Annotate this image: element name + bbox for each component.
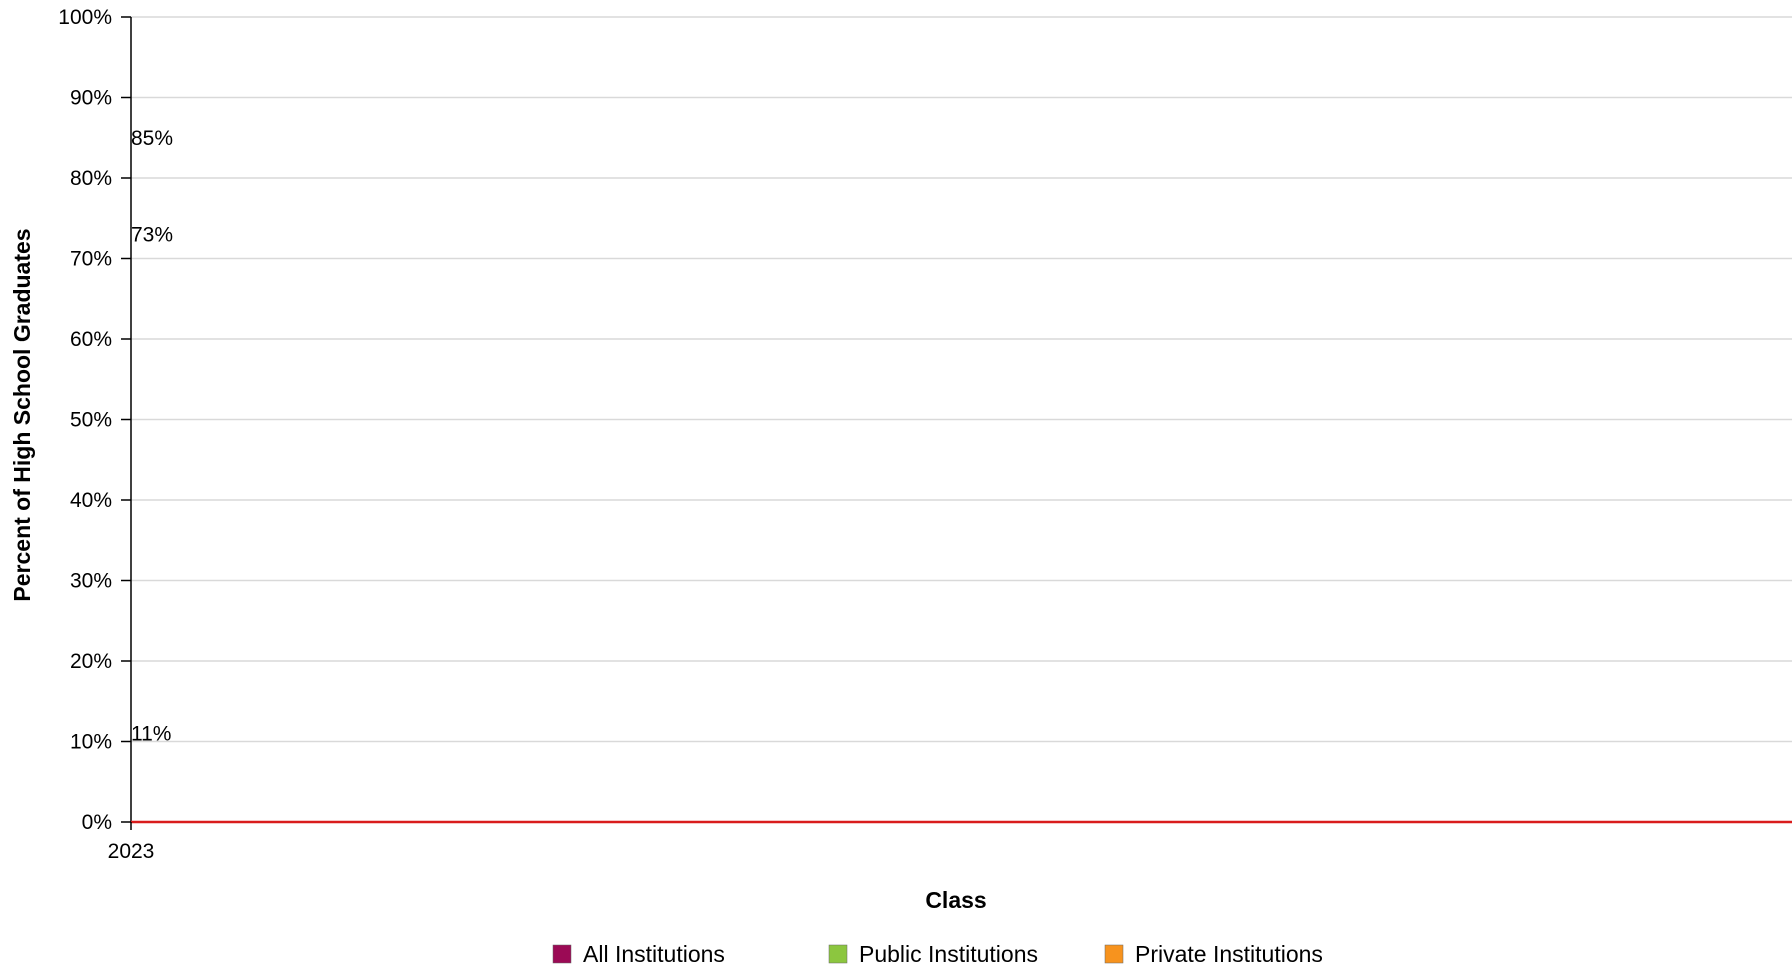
legend-item[interactable]: Private Institutions [1104, 941, 1323, 967]
axes: 0% 10% 20% 30% 40% 50% 60% 70% 80% 90% 100% [58, 6, 1792, 834]
y-tick-label: 100% [58, 6, 112, 29]
legend-swatch [1104, 944, 1124, 964]
y-tick-label: 90% [70, 87, 112, 110]
data-label: 73% [131, 223, 173, 246]
legend-swatch [552, 944, 572, 964]
x-tick-label: 2023 [108, 840, 155, 863]
grid-lines [131, 16, 1792, 743]
legend-swatch [828, 944, 848, 964]
legend: All Institutions Public Institutions Priva… [552, 941, 1323, 967]
legend-item[interactable]: Public Institutions [828, 941, 1038, 967]
y-tick-label: 60% [70, 328, 112, 351]
y-tick-label: 70% [70, 248, 112, 271]
data-label: 11% [131, 722, 171, 745]
x-axis-ticks: 2023 [108, 822, 155, 863]
legend-label: All Institutions [583, 941, 725, 967]
y-tick-label: 30% [70, 570, 112, 593]
y-tick-label: 20% [70, 650, 112, 673]
data-labels: 85% 73% 11% [131, 127, 173, 746]
legend-label: Public Institutions [859, 941, 1038, 967]
y-tick-label: 40% [70, 489, 112, 512]
data-label: 85% [131, 127, 173, 150]
y-tick-label: 10% [70, 731, 112, 754]
y-axis-title: Percent of High School Graduates [9, 228, 35, 601]
y-tick-label: 0% [82, 811, 112, 834]
x-axis-title: Class [925, 887, 986, 913]
y-tick-label: 50% [70, 409, 112, 432]
y-tick-label: 80% [70, 167, 112, 190]
legend-label: Private Institutions [1135, 941, 1323, 967]
legend-item[interactable]: All Institutions [552, 941, 725, 967]
